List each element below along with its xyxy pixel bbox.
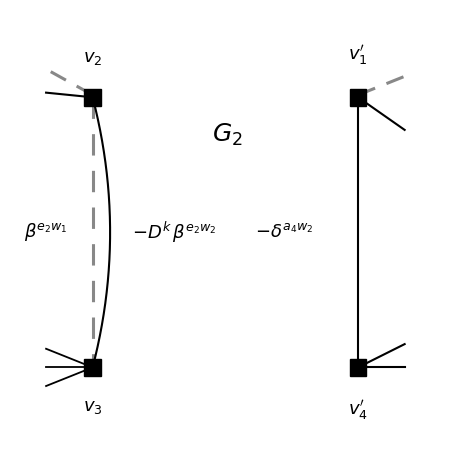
Text: $-D^k\,\beta^{e_2 w_2}$: $-D^k\,\beta^{e_2 w_2}$: [132, 220, 217, 245]
Text: $v_1'$: $v_1'$: [348, 43, 368, 67]
Text: $-\delta^{a_4 w_2}$: $-\delta^{a_4 w_2}$: [255, 223, 312, 241]
Text: $v_2$: $v_2$: [83, 49, 102, 67]
Text: $G_2$: $G_2$: [212, 121, 243, 148]
Text: $v_4'$: $v_4'$: [348, 398, 368, 422]
Bar: [84, 89, 101, 106]
Bar: [350, 359, 366, 376]
Bar: [350, 89, 366, 106]
Text: $\beta^{e_2 w_1}$: $\beta^{e_2 w_1}$: [24, 221, 68, 243]
Text: $v_3$: $v_3$: [83, 398, 102, 416]
Bar: [84, 359, 101, 376]
